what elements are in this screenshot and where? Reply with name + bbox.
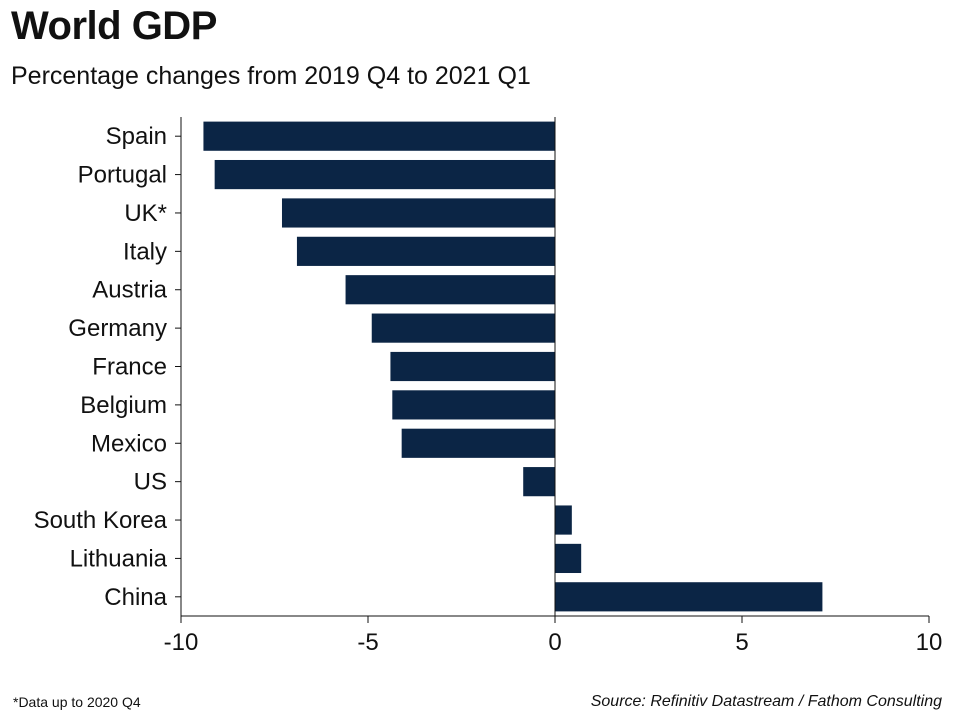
category-label: Lithuania <box>70 545 168 572</box>
category-label: Austria <box>92 277 167 304</box>
category-labels: Spain Portugal UK* Italy Austria Germany Franc… <box>34 123 168 611</box>
category-label: Italy <box>123 238 167 265</box>
bar-china <box>555 582 823 612</box>
footnote: *Data up to 2020 Q4 <box>13 694 141 710</box>
bar-south-korea <box>555 505 572 535</box>
category-label: Belgium <box>80 392 167 419</box>
x-tick-label: 5 <box>735 629 748 656</box>
chart-subtitle: Percentage changes from 2019 Q4 to 2021 … <box>11 62 531 90</box>
bar-spain <box>203 121 555 151</box>
bar-mexico <box>401 428 555 458</box>
category-label: Portugal <box>78 162 167 189</box>
category-label: China <box>104 584 167 611</box>
bar-italy <box>296 236 555 266</box>
category-label: Germany <box>68 315 167 342</box>
x-tick-label: -5 <box>357 629 378 656</box>
bar-lithuania <box>555 543 582 574</box>
category-label: UK* <box>124 200 167 227</box>
category-label: France <box>92 354 167 381</box>
category-label: Mexico <box>91 430 167 457</box>
chart-title: World GDP <box>11 4 217 48</box>
bar-germany <box>371 313 555 343</box>
bar-uk <box>281 198 555 228</box>
x-tick-label: 10 <box>916 629 943 656</box>
bars-group <box>203 121 823 612</box>
x-tick-label: -10 <box>164 629 199 656</box>
category-label: Spain <box>106 123 167 150</box>
category-label: US <box>134 469 167 496</box>
bar-belgium <box>392 390 555 420</box>
bar-us <box>523 467 555 497</box>
x-tick-label: 0 <box>548 629 561 656</box>
bar-austria <box>345 275 555 305</box>
bar-france <box>390 351 555 382</box>
tick-labels: -10 -5 0 5 10 <box>164 629 943 656</box>
bar-portugal <box>214 159 555 190</box>
axes-group <box>175 117 930 623</box>
source-note: Source: Refinitiv Datastream / Fathom Co… <box>590 693 942 710</box>
category-label: South Korea <box>34 507 168 534</box>
